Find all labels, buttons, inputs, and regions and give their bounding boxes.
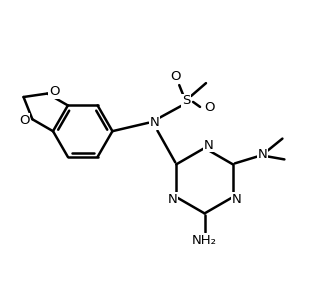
Text: O: O — [170, 70, 181, 83]
Text: NH₂: NH₂ — [192, 234, 217, 247]
Text: N: N — [149, 116, 159, 129]
Text: O: O — [49, 85, 59, 98]
Text: N: N — [167, 193, 177, 205]
Text: O: O — [205, 101, 215, 115]
Text: N: N — [204, 138, 213, 152]
Text: S: S — [182, 94, 190, 107]
Text: N: N — [258, 148, 267, 161]
Text: O: O — [19, 114, 30, 127]
Text: N: N — [232, 193, 242, 205]
